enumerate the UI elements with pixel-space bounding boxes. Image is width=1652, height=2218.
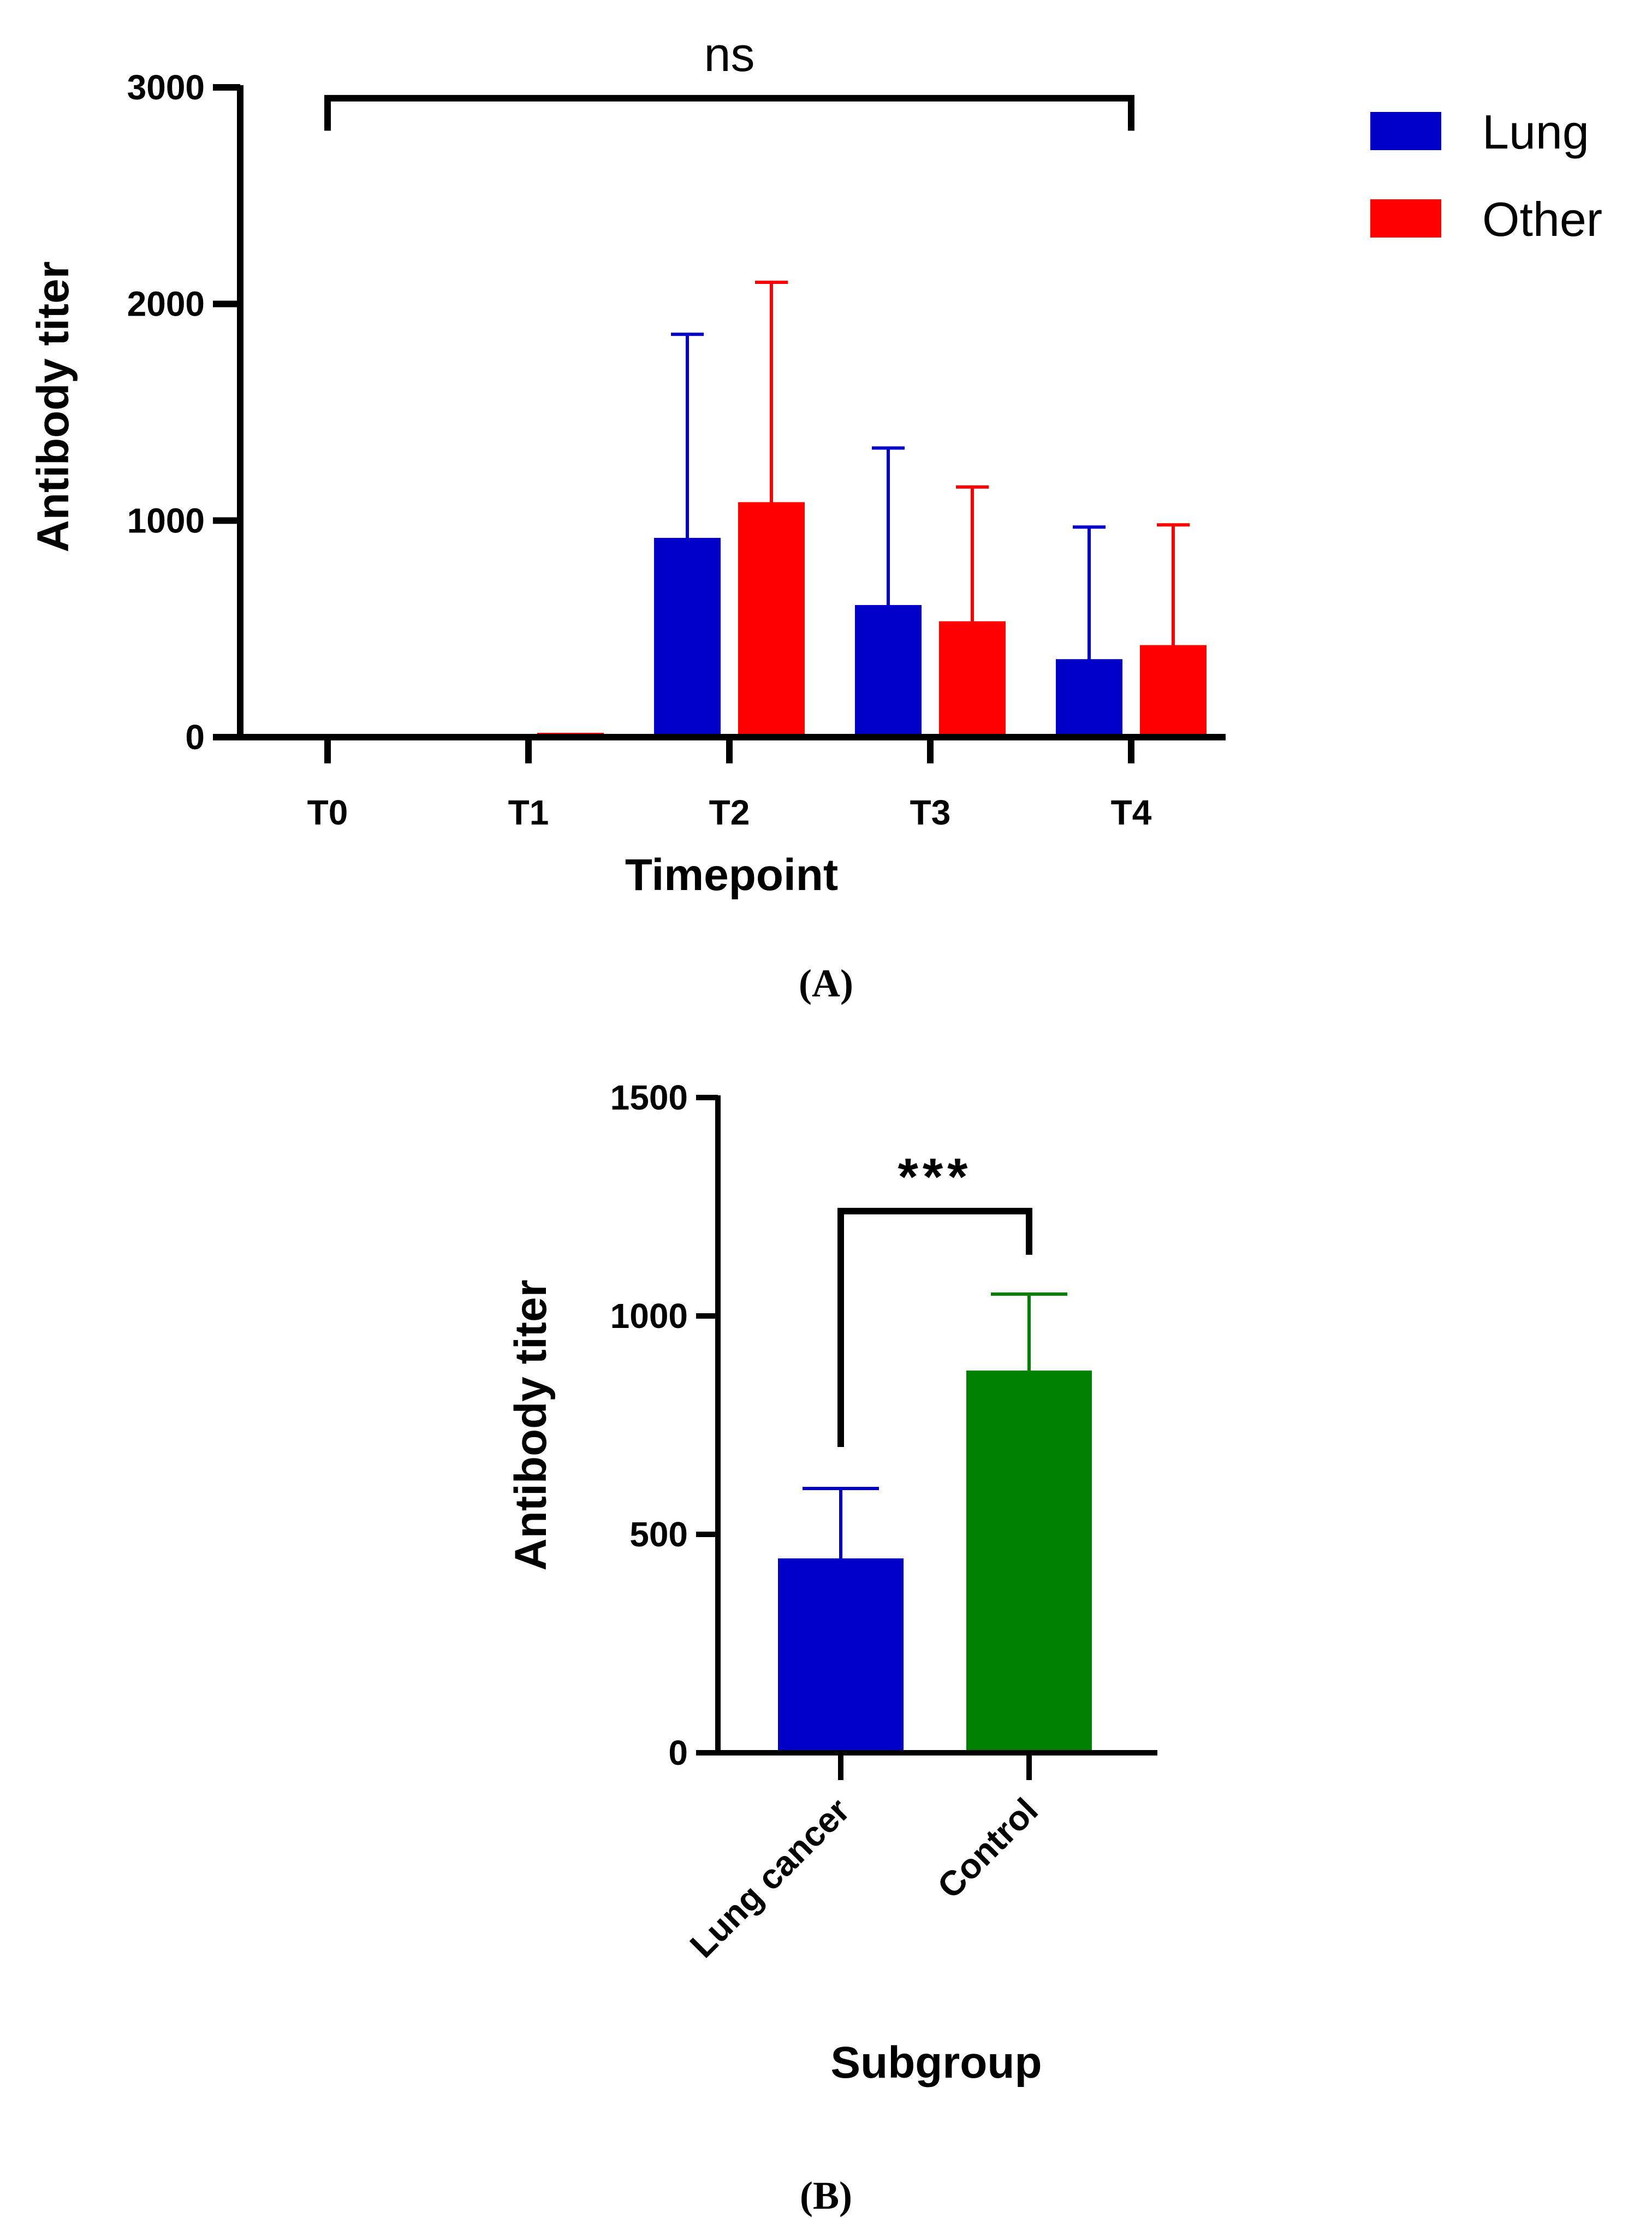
panel-a-y-tick-label-3000: 3000 xyxy=(127,68,205,107)
panel-b-significance-label: *** xyxy=(898,1148,972,1206)
panel-b-x-axis-title: Subgroup xyxy=(830,2038,1042,2087)
panel-a-y-axis-title: Antibody titer xyxy=(28,262,78,553)
panel-b-y-axis-title: Antibody titer xyxy=(506,1280,556,1571)
panel-a-x-tick-label-t1: T1 xyxy=(508,793,549,832)
panel-a-bars xyxy=(453,502,1207,737)
panel-b-y-tick-label-1500: 1500 xyxy=(610,1078,688,1117)
legend-label-lung: Lung xyxy=(1482,105,1589,159)
panel-a-chart: 0 1000 2000 3000 T0 T1 T2 T3 T4 ns Antibody tit… xyxy=(28,27,1602,900)
bar-control xyxy=(966,1371,1092,1753)
panel-a-label: (A) xyxy=(799,962,853,1005)
legend-swatch-lung xyxy=(1370,112,1441,150)
panel-a-x-tick-label-t3: T3 xyxy=(910,793,951,832)
panel-a-x-axis-title: Timepoint xyxy=(625,850,838,900)
panel-a-legend: Lung Other xyxy=(1370,105,1602,246)
panel-b-label: (B) xyxy=(800,2174,852,2217)
panel-a-y-tick-labels: 0 1000 2000 3000 xyxy=(127,68,205,757)
panel-b-y-tick-labels: 0 500 1000 1500 xyxy=(610,1078,688,1772)
panel-b-axes xyxy=(696,1095,1157,1780)
panel-a-y-tick-label-0: 0 xyxy=(185,717,205,757)
legend-label-other: Other xyxy=(1482,192,1602,246)
panel-b-chart: 0 500 1000 1500 Lung cancer Control *** Anti… xyxy=(506,1078,1157,2087)
panel-a-axes xyxy=(213,84,1226,763)
bar-lung-cancer xyxy=(778,1558,904,1753)
panel-a-significance: ns xyxy=(324,27,1134,131)
panel-b-bars xyxy=(778,1371,1092,1753)
panel-a-bracket xyxy=(324,94,1134,131)
panel-a-y-tick-label-2000: 2000 xyxy=(127,284,205,324)
panel-b-y-tick-label-500: 500 xyxy=(629,1515,688,1554)
panel-a-x-tick-label-t2: T2 xyxy=(709,793,750,832)
panel-b-error-bars xyxy=(803,1292,1067,1558)
panel-a-significance-label: ns xyxy=(704,27,755,81)
legend-swatch-other xyxy=(1370,199,1441,238)
panel-a-x-tick-label-t4: T4 xyxy=(1111,793,1152,832)
panel-b-x-tick-label-lung-cancer: Lung cancer xyxy=(682,1790,857,1965)
panel-b-x-tick-label-control: Control xyxy=(930,1790,1045,1906)
panel-a-x-tick-labels: T0 T1 T2 T3 T4 xyxy=(307,793,1152,832)
panel-b-significance: *** xyxy=(837,1148,1032,1447)
panel-a-x-tick-label-t0: T0 xyxy=(307,793,348,832)
panel-b-bracket xyxy=(837,1208,1032,1447)
panel-b-x-tick-labels: Lung cancer Control xyxy=(682,1790,1045,1965)
panel-b-y-tick-label-0: 0 xyxy=(668,1733,688,1772)
panel-b-y-tick-label-1000: 1000 xyxy=(610,1296,688,1336)
panel-a-y-tick-label-1000: 1000 xyxy=(127,501,205,540)
